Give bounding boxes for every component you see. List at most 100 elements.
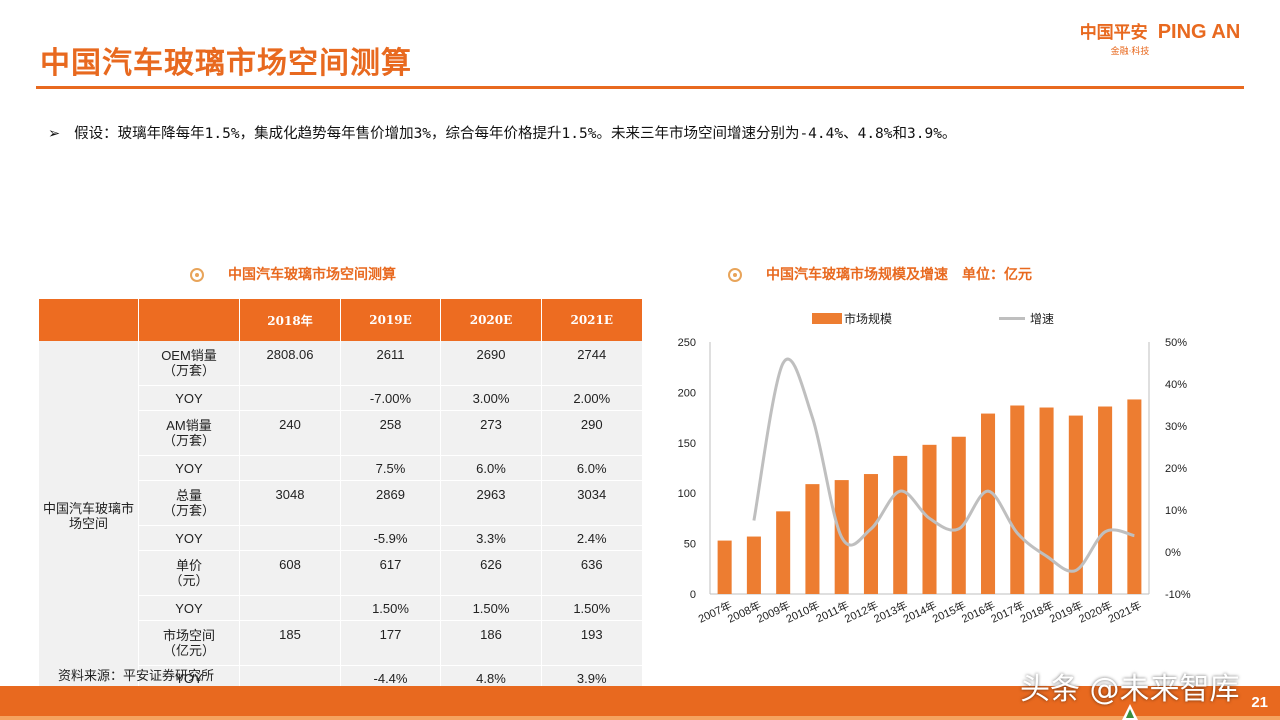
target-icon [190,268,204,282]
row-label: YOY [138,385,240,411]
bar [717,540,732,594]
table-cell: 273 [440,410,542,456]
table-caption-text: 中国汽车玻璃市场空间测算 [228,267,396,283]
bar [805,484,820,594]
row-label: YOY [138,595,240,621]
logo-en-text: PING AN [1157,21,1241,43]
y-left-tick-label: 100 [678,488,696,500]
table-cell: 3048 [239,480,341,526]
table-cell: 2869 [340,480,441,526]
table-row: YOY -7.00% 3.00% 2.00% [39,385,642,411]
header-cell: 2018年 [239,299,341,341]
bar [1039,407,1054,594]
table-cell [239,385,341,411]
legend-label: 增速 [1030,312,1054,326]
market-table: 2018年 2019E 2020E 2021E 中国汽车玻璃市场空间 OEM销量 … [38,299,642,691]
table-caption: 中国汽车玻璃市场空间测算 [190,264,396,284]
x-tick-label: 2010年 [784,598,822,626]
y-right-tick-label: 0% [1165,547,1181,559]
row-group-label: 中国汽车玻璃市场空间 [38,341,139,691]
bar [1098,406,1113,594]
bar [1068,415,1083,594]
header-cell [38,299,139,341]
growth-line [752,357,1135,573]
table-cell: 6.0% [440,455,542,481]
table-row: AM销量 （万套） 240 258 273 290 [39,410,642,456]
table-cell: 7.5% [340,455,441,481]
row-label: 总量 （万套） [138,480,240,526]
footer-bar [0,686,1280,720]
table-cell: 290 [541,410,642,456]
bar [776,511,791,594]
table-cell: 3.3% [440,525,542,551]
table-header-row: 2018年 2019E 2020E 2021E [38,299,642,341]
target-icon [728,268,742,282]
table-cell: 193 [541,620,642,666]
table-cell: 1.50% [440,595,542,621]
arrow-right-icon: ➢ [48,126,61,142]
table-cell: 608 [239,550,341,596]
table-cell: 1.50% [340,595,441,621]
table-cell: 2744 [541,341,642,386]
table-row: YOY -5.9% 3.3% 2.4% [39,525,642,551]
bar [863,474,878,594]
row-label: 市场空间 （亿元） [138,620,240,666]
pingan-logo: 中国平安 PING AN 金融·科技 [1060,18,1260,57]
y-right-tick-label: 10% [1165,505,1187,517]
table-cell: 2963 [440,480,542,526]
table-cell: 3034 [541,480,642,526]
tree-icon [1122,704,1138,720]
row-label: OEM销量 （万套） [138,341,240,386]
header-cell: 2020E [440,299,542,341]
table-cell: 185 [239,620,341,666]
table-row: YOY 7.5% 6.0% 6.0% [39,455,642,481]
header-cell [138,299,240,341]
table-cell: 177 [340,620,441,666]
table-row: 单价 （元） 608 617 626 636 [39,550,642,596]
logo-subtitle: 金融·科技 [1110,47,1150,57]
table-cell: 626 [440,550,542,596]
page-number: 21 [1251,694,1268,711]
row-label: AM销量 （万套） [138,410,240,456]
table-row: 总量 （万套） 3048 2869 2963 3034 [39,480,642,526]
table-row: 中国汽车玻璃市场空间 OEM销量 （万套） 2808.06 2611 2690 2744 [38,341,642,691]
logo-cn-text: 中国平安 [1079,23,1148,43]
table-row: YOY 1.50% 1.50% 1.50% [39,595,642,621]
y-right-tick-label: 50% [1165,337,1187,349]
header-divider [36,86,1244,89]
table-cell [239,525,341,551]
y-right-tick-label: 20% [1165,463,1187,475]
bar [981,413,996,594]
bar [951,436,966,594]
y-right-tick-label: 30% [1165,421,1187,433]
y-left-tick-label: 150 [678,438,696,450]
table-cell: 3.00% [440,385,542,411]
assumption-text: 假设：玻璃年降每年1.5%，集成化趋势每年售价增加3%，综合每年价格提升1.5%… [74,126,957,142]
bar [893,455,908,594]
header-cell: 2019E [340,299,441,341]
table-cell: -5.9% [340,525,441,551]
y-right-tick-label: -10% [1165,589,1191,601]
source-note: 资料来源：平安证券研究所 [58,669,215,684]
market-chart: 050100150200250-10%0%10%20%30%40%50%2007… [678,311,1191,626]
bar [1127,399,1142,594]
chart-caption-text: 中国汽车玻璃市场规模及增速 单位：亿元 [766,267,1032,283]
y-right-tick-label: 40% [1165,379,1187,391]
y-left-tick-label: 250 [678,337,696,349]
legend-label: 市场规模 [844,311,892,326]
table-cell [239,455,341,481]
assumption-bullet: ➢ 假设：玻璃年降每年1.5%，集成化趋势每年售价增加3%，综合每年价格提升1.5… [48,122,956,143]
bar [1010,405,1025,594]
table-cell: -7.00% [340,385,441,411]
page-title: 中国汽车玻璃市场空间测算 [40,46,412,81]
chart-caption: 中国汽车玻璃市场规模及增速 单位：亿元 [728,264,1032,284]
header-cell: 2021E [541,299,642,341]
table-cell: 1.50% [541,595,642,621]
table-cell: 2808.06 [239,341,341,386]
legend-swatch-bar [812,313,842,324]
table-cell: 2690 [440,341,542,386]
table-cell [239,595,341,621]
row-label: YOY [138,525,240,551]
table-cell: 240 [239,410,341,456]
table-cell: 2.00% [541,385,642,411]
